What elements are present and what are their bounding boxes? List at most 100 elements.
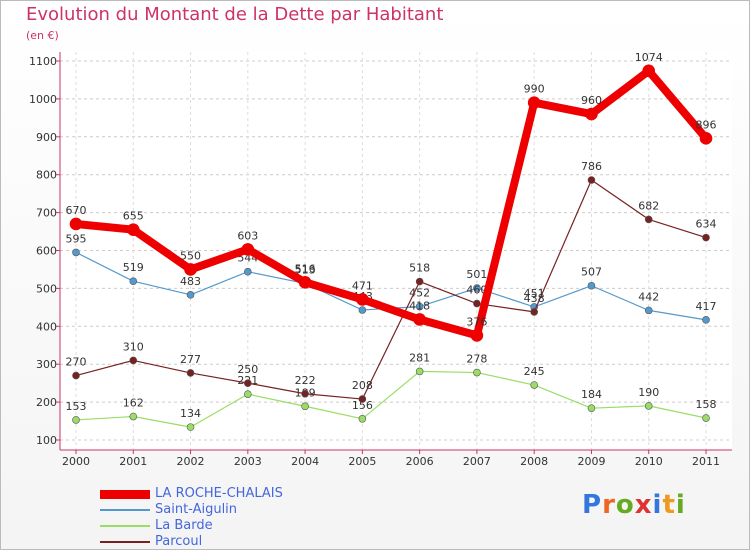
data-label: 896	[696, 118, 717, 131]
x-tick-label: 2005	[348, 455, 376, 468]
data-label: 278	[466, 353, 487, 366]
data-label: 310	[123, 340, 144, 353]
data-point	[415, 367, 424, 376]
data-point	[358, 306, 367, 314]
data-point	[184, 263, 197, 276]
data-point	[699, 132, 713, 145]
data-label: 451	[524, 287, 545, 300]
data-point	[702, 316, 710, 324]
legend-swatch	[100, 541, 150, 543]
data-point	[527, 96, 541, 109]
data-point	[470, 329, 484, 342]
data-point	[415, 277, 424, 286]
data-label: 452	[409, 287, 430, 300]
logo-letter: i	[652, 490, 663, 520]
legend-swatch	[100, 489, 150, 499]
data-point	[72, 371, 80, 380]
data-point	[644, 402, 653, 410]
y-tick-label: 500	[36, 282, 57, 295]
data-point	[126, 223, 140, 236]
data-label: 960	[581, 94, 602, 107]
data-label: 245	[524, 365, 545, 378]
data-label: 507	[581, 266, 602, 279]
data-label: 250	[237, 363, 258, 376]
y-tick-label: 400	[36, 320, 57, 333]
data-label: 682	[638, 199, 659, 212]
logo-letter: P	[582, 490, 603, 520]
data-point	[186, 423, 195, 431]
legend-label: Saint-Aigulin	[155, 502, 238, 517]
data-point	[129, 277, 138, 285]
data-label: 190	[638, 386, 659, 399]
data-label: 281	[409, 351, 430, 364]
data-label: 483	[180, 275, 201, 288]
y-tick-label: 800	[36, 169, 57, 182]
data-label: 376	[466, 315, 487, 328]
y-tick-label: 300	[36, 358, 57, 371]
data-label: 519	[123, 261, 144, 274]
chart-subtitle: (en €)	[26, 29, 59, 42]
data-point	[587, 176, 596, 184]
data-point	[186, 369, 195, 377]
data-point	[642, 64, 656, 78]
data-point	[473, 299, 481, 308]
series-line-la-roche-chalais	[72, 66, 710, 340]
data-point	[530, 308, 538, 316]
data-label: 158	[696, 398, 717, 411]
x-tick-label: 2009	[577, 455, 605, 468]
data-label: 208	[352, 379, 373, 392]
data-point	[358, 395, 367, 403]
data-point	[473, 368, 481, 377]
x-tick-label: 2000	[62, 455, 90, 468]
legend-swatch	[100, 525, 150, 527]
y-tick-label: 1000	[29, 93, 57, 106]
x-tick-label: 2004	[291, 455, 319, 468]
data-label: 518	[409, 262, 430, 275]
data-point	[358, 414, 367, 423]
data-label: 438	[524, 292, 545, 305]
y-tick-label: 1100	[29, 55, 57, 68]
x-tick-label: 2011	[692, 455, 720, 468]
data-point	[186, 291, 195, 299]
data-point	[301, 389, 309, 398]
data-label: 156	[352, 399, 373, 412]
data-label: 442	[638, 290, 659, 303]
data-label: 786	[581, 160, 602, 173]
y-tick-label: 600	[36, 245, 57, 258]
data-label: 277	[180, 353, 201, 366]
series-line-parcoul	[75, 179, 707, 400]
data-label: 603	[237, 229, 258, 242]
data-label: 990	[524, 83, 545, 96]
data-point	[244, 390, 252, 398]
data-label: 153	[66, 400, 87, 413]
proxiti-logo: Proxiti	[582, 490, 686, 520]
data-label: 516	[295, 262, 316, 275]
data-point	[530, 381, 538, 389]
data-label: 550	[180, 249, 201, 262]
data-label: 513	[295, 263, 316, 276]
data-point	[244, 379, 252, 387]
data-label: 670	[66, 204, 87, 217]
x-tick-label: 2002	[177, 455, 205, 468]
data-label: 222	[295, 374, 316, 387]
x-tick-label: 2001	[119, 455, 147, 468]
x-tick-label: 2008	[520, 455, 548, 468]
logo-letter: i	[675, 490, 686, 520]
data-point	[129, 356, 138, 365]
data-point	[356, 293, 369, 306]
data-point	[702, 233, 710, 242]
data-point	[298, 276, 312, 289]
data-label: 471	[352, 279, 373, 292]
data-point	[644, 215, 653, 224]
y-tick-label: 700	[36, 207, 57, 220]
data-point	[301, 402, 309, 411]
data-point	[413, 313, 426, 326]
data-label: 501	[466, 268, 487, 281]
legend-swatch	[100, 509, 150, 511]
data-label: 270	[66, 356, 87, 369]
data-point	[72, 248, 80, 257]
x-tick-label: 2010	[635, 455, 663, 468]
logo-letter: t	[662, 490, 676, 520]
logo-letter: o	[615, 490, 635, 520]
legend-label: LA ROCHE-CHALAIS	[155, 486, 283, 501]
